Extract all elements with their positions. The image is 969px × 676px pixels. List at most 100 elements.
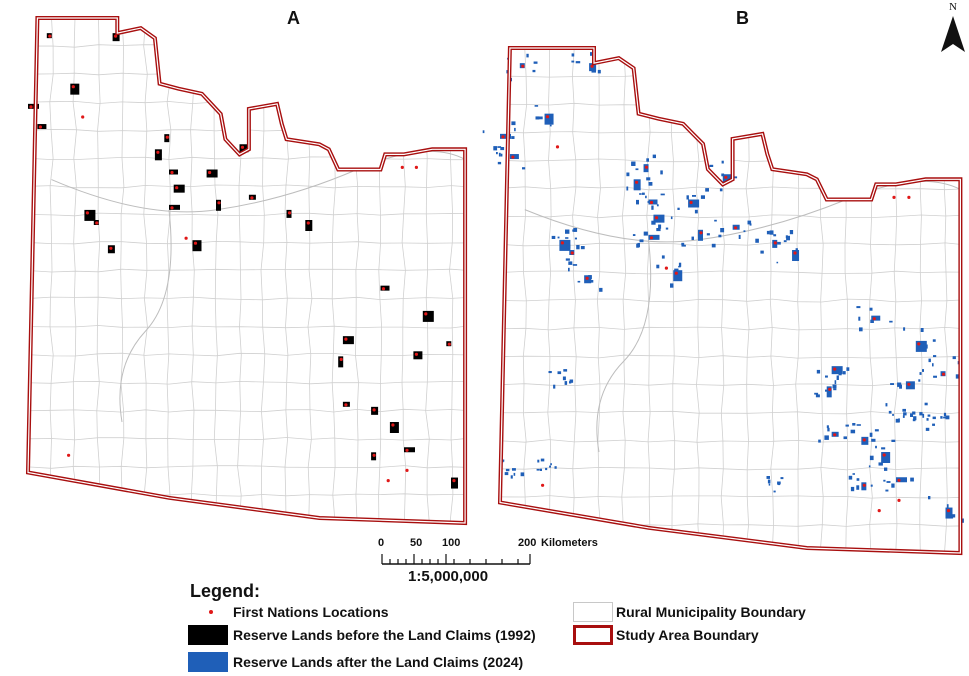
reserve-land-parcel [910, 413, 913, 417]
reserve-land-parcel [540, 458, 545, 462]
scale-unit: Kilometers [541, 537, 598, 549]
reserve-land-parcel [773, 234, 777, 237]
scale-ratio: 1:5,000,000 [408, 568, 489, 585]
reserve-land-parcel [639, 193, 642, 195]
reserve-land-parcel [534, 105, 539, 107]
first-nations-point [67, 453, 71, 457]
reserve-land-parcel [836, 375, 839, 380]
reserve-land-parcel [651, 220, 656, 225]
reserve-land-parcel [951, 514, 956, 518]
first-nations-point [862, 483, 866, 487]
first-nations-point [306, 221, 310, 225]
reserve-land-parcel [903, 327, 906, 331]
reserve-land-parcel [792, 250, 800, 261]
first-nations-point [447, 342, 451, 346]
scale-tick-200: 200 [518, 537, 537, 549]
reserve-land-parcel [769, 230, 774, 235]
reserve-land-parcel [856, 478, 860, 481]
reserve-land-parcel [928, 358, 931, 363]
reserve-land-parcel [500, 133, 511, 139]
study-area-swatch [573, 625, 613, 645]
reserve-land-parcel [870, 319, 874, 323]
scale-bar [381, 554, 531, 565]
reserve-land-parcel [660, 193, 665, 196]
reserve-land-parcel [571, 60, 575, 63]
reserve-land-parcel [814, 392, 819, 395]
reserve-land-parcel [661, 255, 665, 259]
reserve-land-parcel [824, 435, 829, 440]
first-nations-point [664, 266, 669, 270]
reserve-land-parcel [928, 496, 931, 500]
reserve-land-parcel [778, 481, 781, 486]
reserve-land-parcel [652, 154, 656, 159]
reserve-land-parcel [912, 411, 916, 415]
first-nations-point [892, 195, 896, 199]
first-nations-point [156, 150, 160, 154]
first-nations-point [81, 115, 85, 119]
reserve-land-parcel [575, 61, 581, 64]
reserve-land-parcel [496, 152, 498, 155]
reserve-land-parcel [535, 116, 540, 120]
panel-label-a: A [287, 8, 300, 28]
first-nations-point [170, 170, 174, 175]
reserve-land-parcel [881, 452, 891, 463]
reserve-land-parcel [646, 177, 651, 181]
reserve-land-parcel [768, 483, 771, 486]
reserve-land-parcel [776, 261, 779, 264]
reserve-land-parcel [883, 479, 886, 482]
first-nations-point [501, 135, 505, 139]
reserve-land-parcel [755, 238, 759, 243]
reserve-land-parcel [852, 473, 855, 475]
first-nations-point [452, 479, 456, 483]
reserve-land-parcel [656, 204, 659, 207]
reserve-land-parcel [891, 483, 895, 488]
reserve-land-parcel [878, 462, 883, 466]
reserve-land-parcel [451, 477, 458, 489]
reserve-land-parcel [818, 439, 821, 443]
first-nations-point [882, 453, 886, 457]
reserve-land-parcel [500, 147, 505, 151]
reserve-land-parcel [920, 328, 924, 332]
first-nations-point [907, 382, 911, 386]
reserve-land-parcel [514, 127, 516, 132]
reserve-land-parcel [891, 439, 896, 442]
reserve-land-parcel [902, 408, 906, 412]
first-nations-locations [29, 34, 456, 483]
reserve-land-parcel [925, 344, 928, 349]
reserve-land-parcel [206, 169, 218, 178]
first-nations-point [649, 200, 654, 205]
reserve-land-parcel [498, 152, 501, 157]
reserve-land-parcel [546, 119, 551, 121]
first-nations-point [941, 372, 946, 376]
reserve-land-parcel [869, 455, 874, 461]
first-nations-point [38, 125, 43, 129]
reserve-land-parcel [922, 413, 925, 418]
reserve-land-parcel [632, 234, 636, 236]
first-nations-locations [501, 64, 951, 513]
reserve-land-parcel [626, 186, 629, 191]
first-nations-point [381, 287, 386, 291]
reserve-land-parcel [698, 229, 703, 241]
reserve-land-parcel [848, 475, 853, 480]
reserve-land-parcel [665, 227, 669, 230]
reserve-land-parcel [536, 468, 540, 471]
reserve-land-parcel [850, 429, 856, 434]
north-arrow-icon: N [941, 1, 965, 52]
reserve-land-parcel [648, 234, 660, 240]
first-nations-point [773, 241, 777, 245]
first-nations-point [29, 105, 33, 109]
reserve-land-parcel [700, 195, 705, 199]
first-nations-point [208, 170, 212, 175]
legend-first-nations: First Nations Locations [233, 604, 389, 620]
reserve-land-parcel [767, 479, 771, 484]
reserve-land-parcel [922, 369, 924, 372]
reserve-land-parcel [826, 425, 829, 429]
map-figure [25, 16, 964, 556]
reserve-land-parcel [635, 168, 639, 171]
reserve-land-parcel [169, 204, 180, 210]
reserve-land-parcel [838, 371, 842, 376]
first-nations-point [555, 145, 560, 149]
reserve-land-parcel [70, 83, 80, 95]
reserve-land-parcel [899, 384, 902, 389]
reserve-land-parcel [874, 429, 879, 432]
